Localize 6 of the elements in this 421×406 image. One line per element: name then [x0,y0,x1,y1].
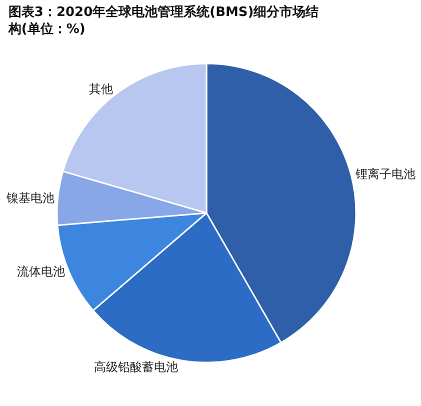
slice-label: 锂离子电池 [354,166,416,181]
chart-title: 图表3：2020年全球电池管理系统(BMS)细分市场结构(单位：%) [7,4,319,38]
slice-label: 高级铅酸蓄电池 [94,360,178,374]
slice-label: 流体电池 [17,264,66,279]
slice-label: 镍基电池 [5,190,54,205]
slice-label: 其他 [89,82,114,96]
